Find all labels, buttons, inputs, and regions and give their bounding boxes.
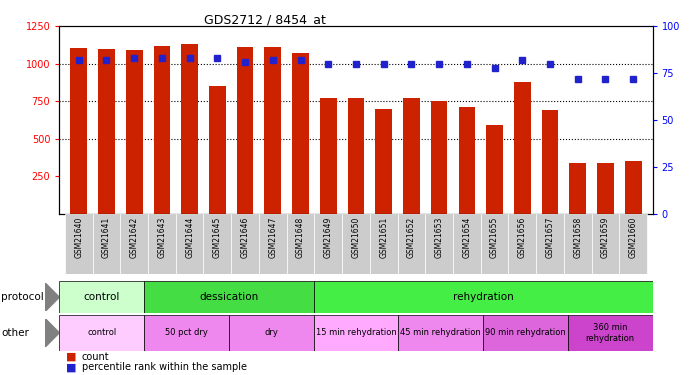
Bar xyxy=(181,44,198,214)
Text: GSM21651: GSM21651 xyxy=(379,217,388,258)
Bar xyxy=(93,214,120,274)
Bar xyxy=(508,214,536,274)
Bar xyxy=(564,214,592,274)
Bar xyxy=(597,163,614,214)
Text: GSM21650: GSM21650 xyxy=(352,217,360,258)
Bar xyxy=(120,214,148,274)
Bar xyxy=(425,214,453,274)
Bar xyxy=(229,315,313,351)
Bar xyxy=(459,106,475,214)
Bar xyxy=(292,53,309,214)
Bar xyxy=(98,49,114,214)
Polygon shape xyxy=(45,319,59,347)
Bar xyxy=(403,98,419,214)
Text: GSM21648: GSM21648 xyxy=(296,217,305,258)
Bar xyxy=(568,315,653,351)
Bar xyxy=(487,125,503,214)
Bar xyxy=(148,214,176,274)
Bar xyxy=(320,98,336,214)
Text: protocol: protocol xyxy=(1,292,44,302)
Polygon shape xyxy=(45,283,59,311)
Text: GSM21646: GSM21646 xyxy=(241,217,250,258)
Text: control: control xyxy=(84,292,120,302)
Bar xyxy=(625,161,641,214)
Bar xyxy=(65,214,93,274)
Bar xyxy=(342,214,370,274)
Bar xyxy=(265,47,281,214)
Text: GSM21657: GSM21657 xyxy=(546,217,554,258)
Bar xyxy=(570,163,586,214)
Text: GSM21652: GSM21652 xyxy=(407,217,416,258)
Text: rehydration: rehydration xyxy=(453,292,514,302)
Text: control: control xyxy=(87,328,117,338)
Bar xyxy=(542,110,558,214)
Text: dessication: dessication xyxy=(199,292,258,302)
Bar xyxy=(59,281,144,313)
Bar xyxy=(536,214,564,274)
Text: GSM21656: GSM21656 xyxy=(518,217,527,258)
Bar xyxy=(204,214,231,274)
Bar xyxy=(453,214,481,274)
Text: ■: ■ xyxy=(66,352,77,362)
Bar xyxy=(370,214,398,274)
Bar xyxy=(592,214,619,274)
Bar xyxy=(144,315,229,351)
Text: GSM21654: GSM21654 xyxy=(462,217,471,258)
Text: other: other xyxy=(1,328,29,338)
Bar xyxy=(176,214,204,274)
Bar xyxy=(154,46,170,214)
Text: GSM21642: GSM21642 xyxy=(130,217,139,258)
Text: GSM21659: GSM21659 xyxy=(601,217,610,258)
Text: GSM21643: GSM21643 xyxy=(158,217,166,258)
Bar xyxy=(209,86,225,214)
Bar xyxy=(70,48,87,214)
Bar xyxy=(348,98,364,214)
Bar xyxy=(313,281,653,313)
Bar xyxy=(398,214,425,274)
Text: GSM21655: GSM21655 xyxy=(490,217,499,258)
Text: 90 min rehydration: 90 min rehydration xyxy=(485,328,566,338)
Text: GSM21644: GSM21644 xyxy=(185,217,194,258)
Bar xyxy=(514,82,530,214)
Bar xyxy=(314,214,342,274)
Bar xyxy=(313,315,399,351)
Bar xyxy=(483,315,568,351)
Text: 45 min rehydration: 45 min rehydration xyxy=(401,328,481,338)
Bar xyxy=(376,109,392,214)
Bar xyxy=(399,315,483,351)
Text: GSM21649: GSM21649 xyxy=(324,217,333,258)
Text: 15 min rehydration: 15 min rehydration xyxy=(315,328,396,338)
Bar xyxy=(259,214,287,274)
Bar xyxy=(144,281,313,313)
Bar xyxy=(431,101,447,214)
Bar xyxy=(126,50,142,214)
Text: GSM21658: GSM21658 xyxy=(573,217,582,258)
Bar xyxy=(59,315,144,351)
Bar xyxy=(619,214,647,274)
Bar xyxy=(287,214,314,274)
Bar xyxy=(481,214,508,274)
Text: 50 pct dry: 50 pct dry xyxy=(165,328,208,338)
Text: percentile rank within the sample: percentile rank within the sample xyxy=(82,363,246,372)
Bar xyxy=(237,47,253,214)
Text: GSM21660: GSM21660 xyxy=(629,217,638,258)
Text: GSM21653: GSM21653 xyxy=(435,217,444,258)
Text: GSM21640: GSM21640 xyxy=(74,217,83,258)
Text: 360 min
rehydration: 360 min rehydration xyxy=(586,323,634,342)
Bar xyxy=(231,214,259,274)
Text: ■: ■ xyxy=(66,363,77,372)
Text: GSM21641: GSM21641 xyxy=(102,217,111,258)
Text: GSM21645: GSM21645 xyxy=(213,217,222,258)
Text: GSM21647: GSM21647 xyxy=(268,217,277,258)
Text: count: count xyxy=(82,352,110,362)
Text: GDS2712 / 8454_at: GDS2712 / 8454_at xyxy=(205,13,326,26)
Text: dry: dry xyxy=(265,328,279,338)
